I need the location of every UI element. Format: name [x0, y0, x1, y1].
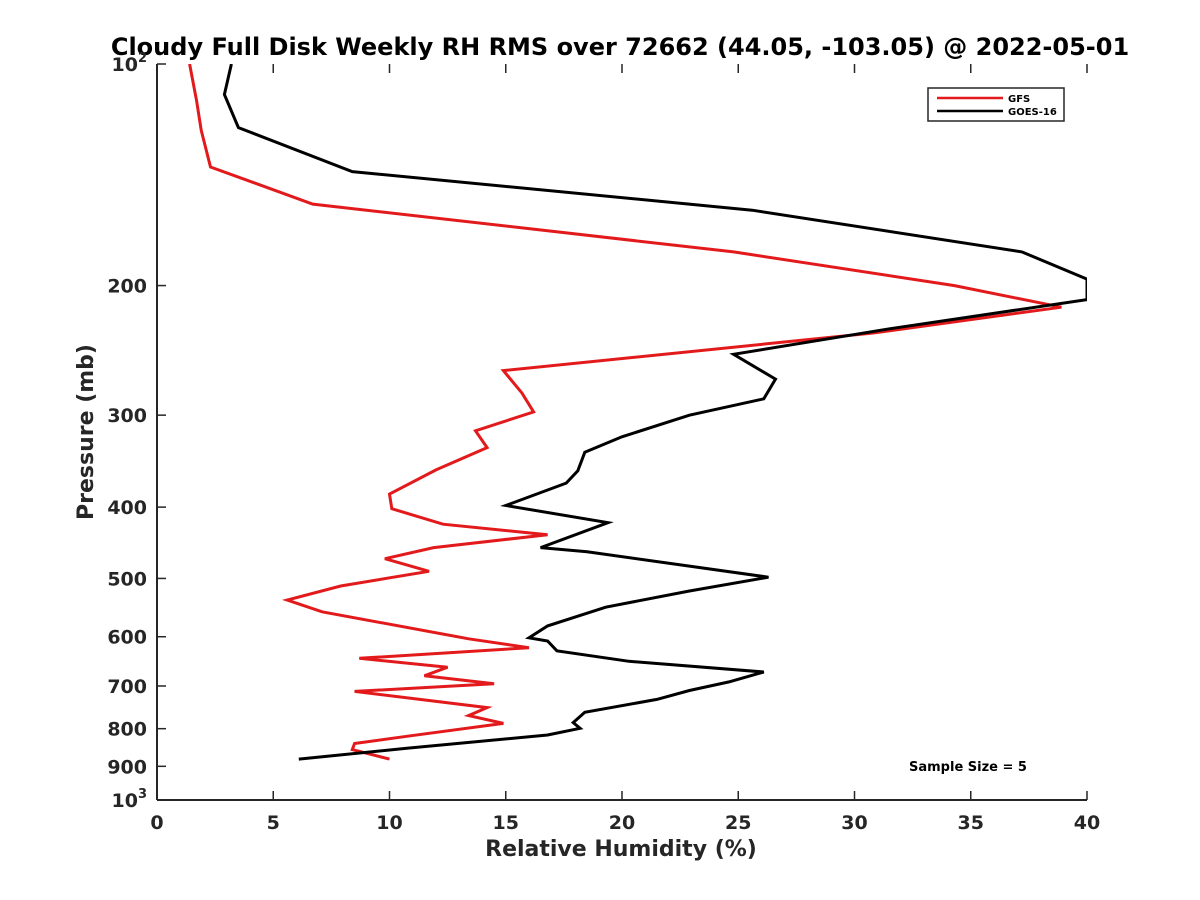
x-axis-ticks: 0 5 10 15 20 25 30 35 40	[150, 64, 1100, 834]
series-layer	[188, 64, 1087, 761]
x-tick-label: 10	[376, 812, 402, 834]
y-tick-label: 600	[107, 627, 147, 649]
y-axis-label: Pressure (mb)	[74, 344, 99, 520]
x-tick-label: 0	[150, 812, 163, 834]
y-tick-label: 102	[112, 51, 148, 76]
chart-title: Cloudy Full Disk Weekly RH RMS over 7266…	[111, 33, 1129, 61]
legend-label-gfs: GFS	[1008, 94, 1030, 105]
x-tick-label: 25	[725, 812, 751, 834]
x-tick-label: 40	[1074, 812, 1100, 834]
x-axis-label: Relative Humidity (%)	[485, 837, 757, 862]
y-tick-label: 300	[107, 405, 147, 427]
y-tick-label: 800	[107, 719, 147, 741]
x-tick-label: 15	[493, 812, 519, 834]
y-tick-label: 103	[112, 787, 148, 812]
x-tick-label: 5	[267, 812, 280, 834]
sample-size-annotation: Sample Size = 5	[909, 760, 1027, 775]
legend-label-goes-16: GOES-16	[1008, 107, 1057, 118]
y-tick-label: 700	[107, 676, 147, 698]
y-tick-label: 200	[107, 276, 147, 298]
y-tick-label: 500	[107, 568, 147, 590]
legend-box	[927, 87, 1065, 122]
series-line-goes-16	[222, 64, 1087, 761]
y-axis-ticks: 102 200 300 400 500 600 700 800 900 103	[107, 51, 166, 812]
y-tick-label: 900	[107, 756, 147, 778]
series-line-gfs	[188, 64, 1062, 761]
legend: GFS GOES-16	[927, 87, 1065, 122]
y-tick-label: 400	[107, 497, 147, 519]
x-tick-label: 35	[958, 812, 984, 834]
x-tick-label: 20	[609, 812, 635, 834]
x-tick-label: 30	[841, 812, 867, 834]
